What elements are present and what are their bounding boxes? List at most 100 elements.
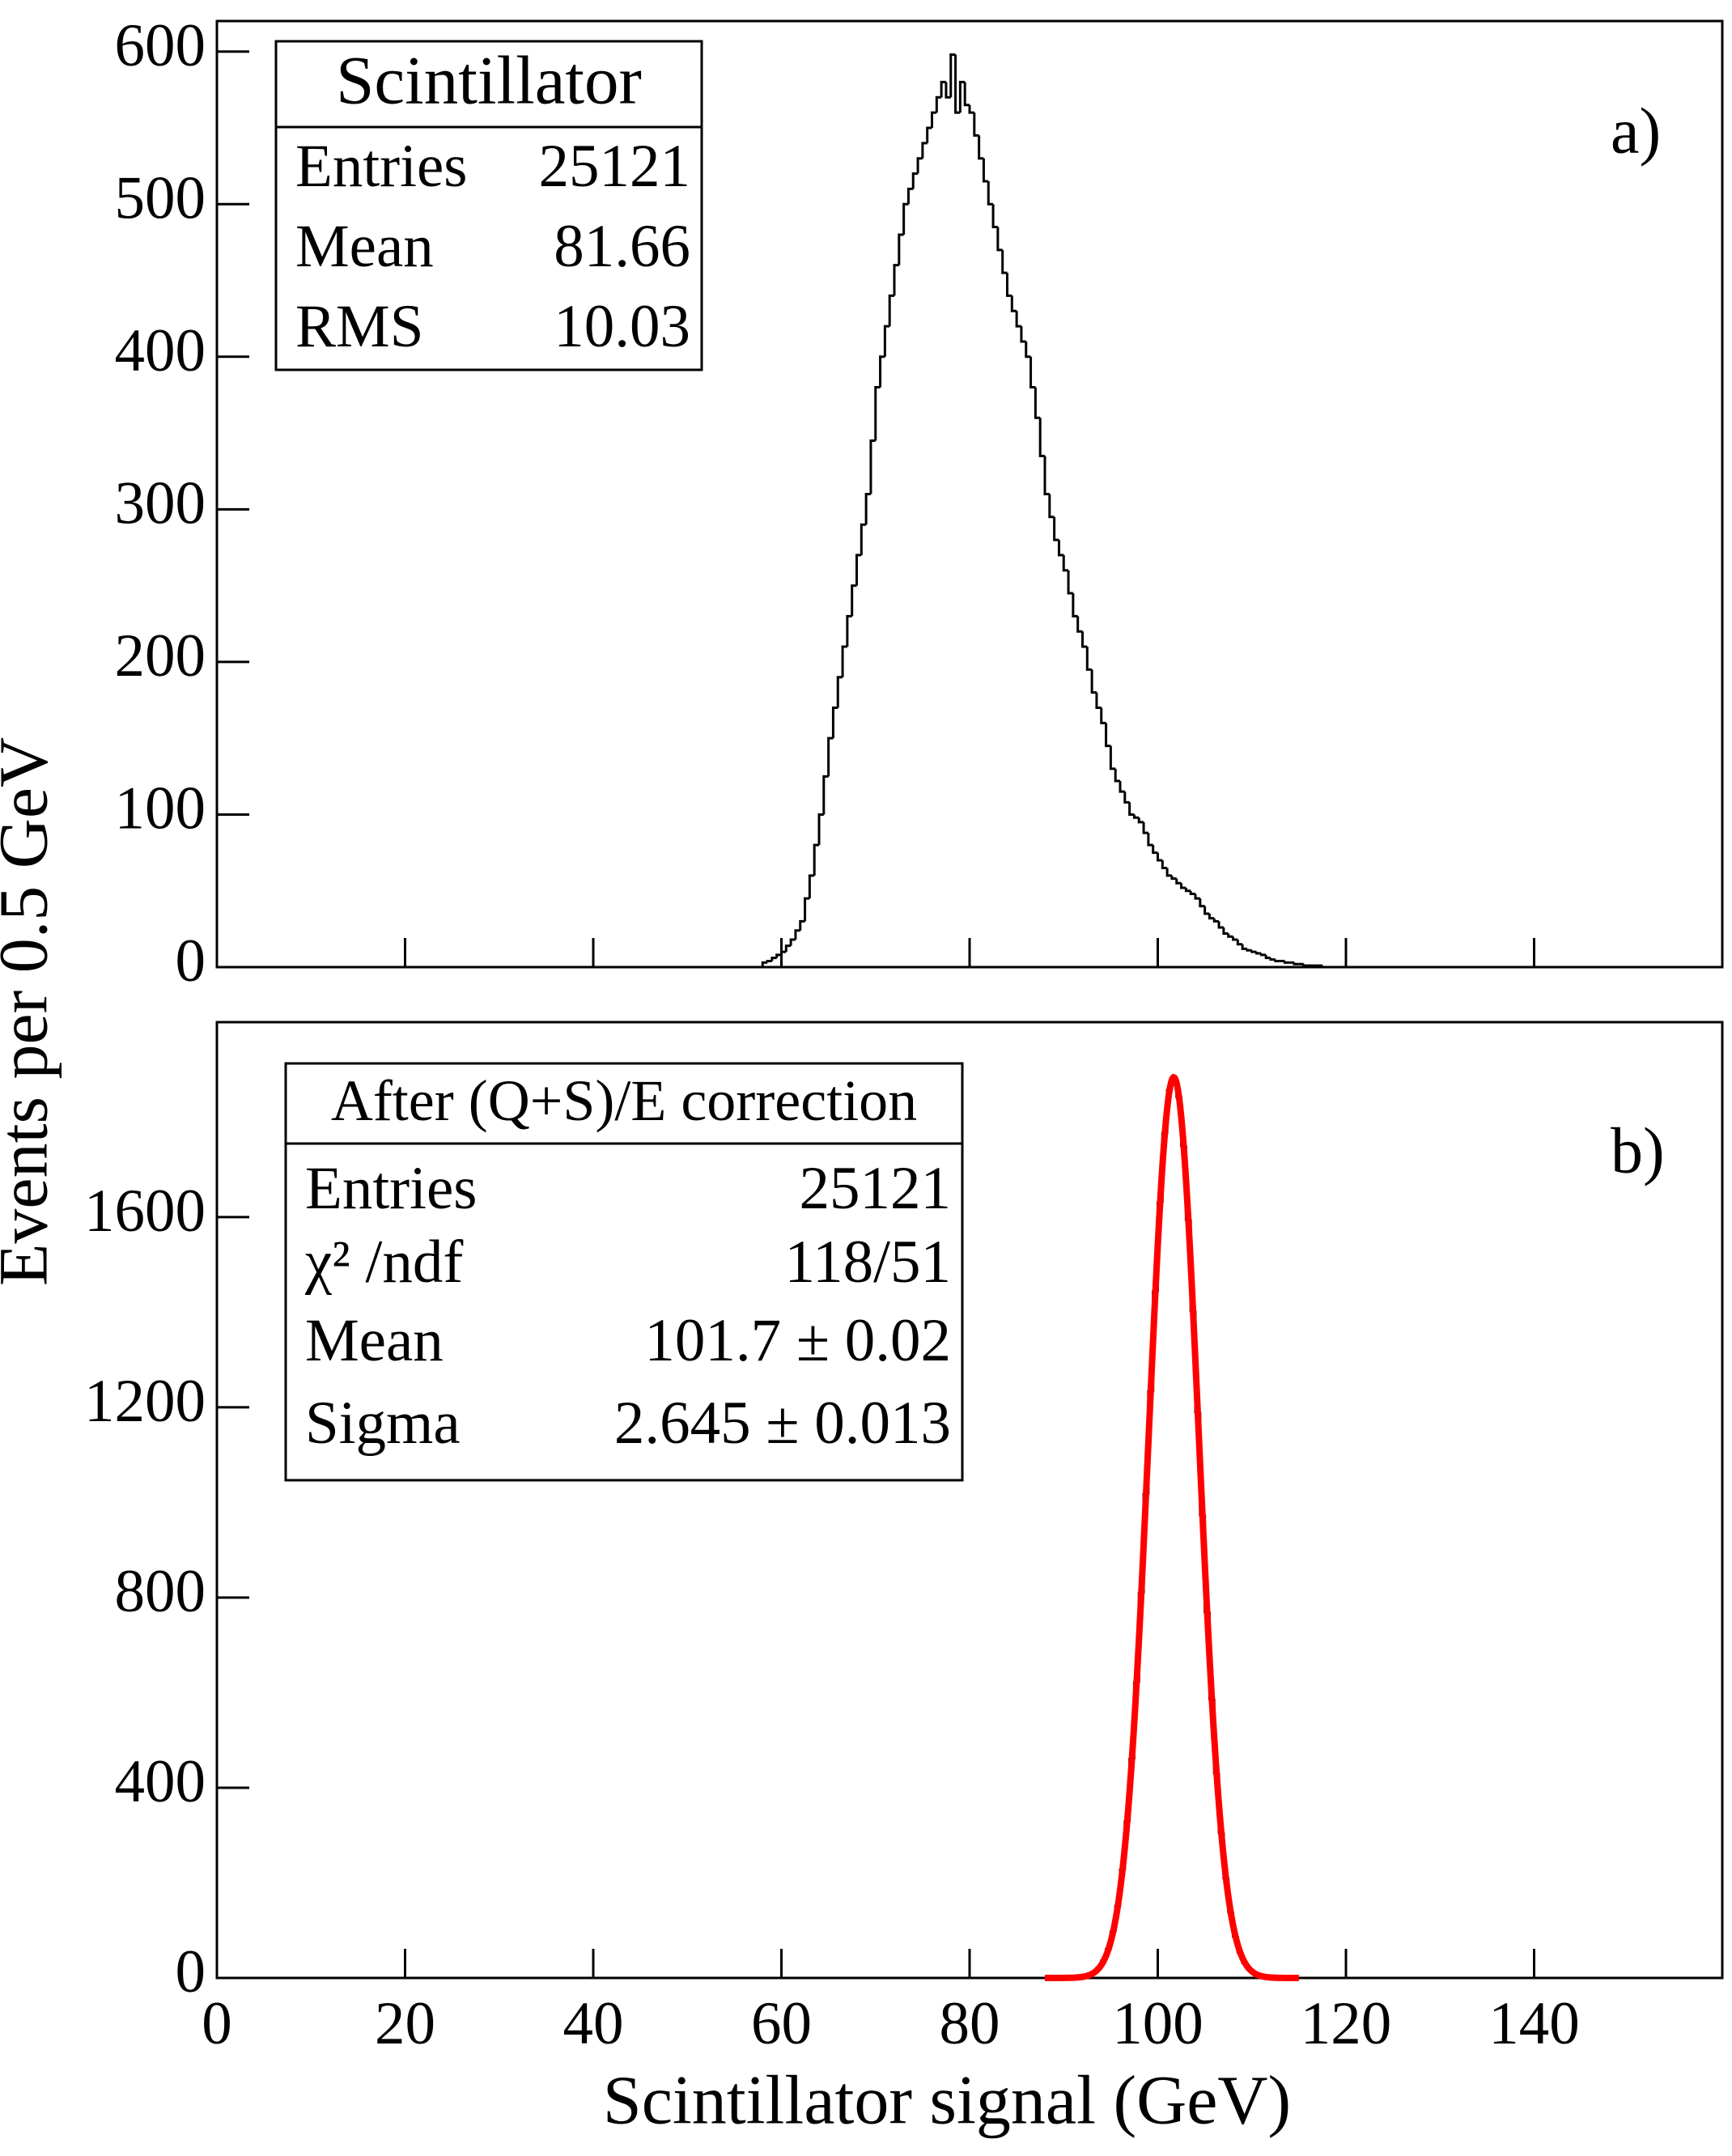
histogram-bin [1165,868,1172,877]
stats-value: 25121 [800,1155,952,1222]
histogram-bin [1302,964,1309,967]
histogram-bin [1142,821,1148,834]
histogram-bin [775,953,782,958]
histogram-bin [874,386,881,441]
histogram-bin [1057,540,1064,557]
histogram-bin [1189,890,1195,895]
stats-key: Mean [295,213,434,280]
histogram-bin [1269,957,1276,961]
histogram-bin [926,126,932,143]
y-tick-label: 400 [115,317,206,384]
histogram-bin [1015,311,1021,328]
histogram-bin [846,614,852,647]
stats-value: 118/51 [784,1229,951,1296]
histogram-bin [1081,631,1088,648]
histogram-bin [954,54,961,114]
histogram-bin [1203,906,1210,915]
histogram-bin [902,202,909,235]
stats-key: RMS [295,293,423,360]
stats-value: 81.66 [554,213,690,280]
x-tick-label: 140 [1488,1990,1580,2057]
y-tick-label: 500 [115,164,206,231]
histogram-bin [789,938,796,946]
histogram-bin [921,142,928,159]
stats-value: 10.03 [554,293,690,360]
histogram-bin [1038,418,1045,457]
histogram-bin [1062,554,1069,572]
histogram-bin [906,187,914,205]
stats-value: 25121 [539,133,691,200]
histogram-bin [893,264,899,296]
histogram-bin [869,439,876,494]
histogram-bin [973,112,979,137]
panel-label: b) [1611,1115,1665,1186]
histogram-bin [1161,860,1168,869]
histogram-bin [1222,927,1229,936]
histogram-bin [1293,962,1299,966]
stats-title: After (Q+S)/E correction [331,1068,917,1133]
histogram-bin [1025,341,1031,359]
histogram-bin [931,111,937,128]
histogram-bin [1212,918,1220,923]
y-tick-label: 1200 [84,1368,206,1435]
histogram-bin [1137,817,1144,824]
histogram-bin [968,104,974,114]
histogram-bin [1152,845,1158,855]
histogram-bin [761,961,768,967]
histogram-bin [817,813,824,846]
histogram-bin [879,355,885,388]
histogram-bin [982,158,989,183]
histogram-bin [770,957,777,961]
stats-title: Scintillator [336,43,642,119]
stats-key: Sigma [305,1390,461,1457]
histogram-bin [1034,387,1041,419]
histogram-bin [1180,883,1187,889]
stats-key: χ² /ndf [304,1229,463,1296]
x-tick-label: 80 [940,1990,1000,2057]
histogram-bin [1105,723,1111,748]
histogram-bin [978,135,984,160]
histogram-bin [898,233,904,265]
histogram-bin [1199,898,1205,908]
histogram-bin [1246,949,1252,952]
histogram-bin [855,554,862,586]
histogram-bin [1109,745,1116,770]
histogram-bin [1123,792,1130,804]
y-tick-label: 1600 [84,1178,206,1245]
histogram-bin [784,944,792,953]
histogram-bin [1250,950,1257,953]
histogram-bin [991,204,998,229]
histogram-bin [1095,692,1102,709]
histogram-bin [940,80,946,98]
histogram-bin [1283,961,1290,964]
histogram-bin [1255,952,1262,955]
stats-key: Mean [305,1307,444,1374]
histogram-bin [766,959,772,963]
histogram-bin [808,874,815,899]
histogram-bin [963,82,970,107]
x-tick-label: 60 [751,1990,812,2057]
histogram-bin [822,775,829,815]
histogram-bin [1006,273,1012,297]
histogram-bin [780,950,787,955]
fit-curve [1045,1073,1299,1981]
histogram-bin [1128,802,1135,816]
histogram-bin [1236,940,1243,946]
stats-box [284,1062,964,1482]
histogram-bin [1274,959,1280,962]
stats-value: 2.645 ± 0.013 [614,1390,951,1457]
histogram-bin [1132,814,1140,819]
histogram-bin [996,227,1003,252]
histogram-bin [1114,768,1120,783]
histogram-bin [831,706,838,739]
histogram-bin [935,95,942,113]
histogram-bin [1119,780,1125,793]
histogram-bin [1020,326,1026,343]
y-tick-label: 600 [115,12,206,79]
histogram-bin [1194,893,1200,900]
histogram-bin [945,82,951,99]
y-tick-label: 100 [115,775,206,842]
histogram-bin [804,897,810,922]
histogram-bin [1147,833,1153,847]
